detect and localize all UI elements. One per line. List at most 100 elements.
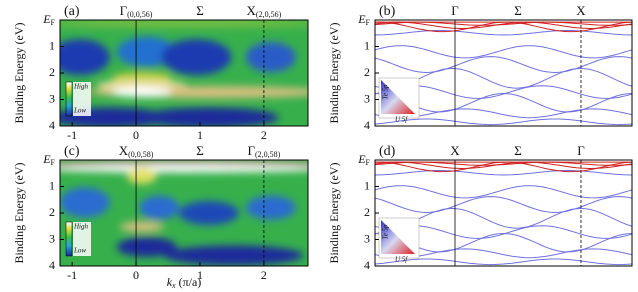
- heatmap-blob: [139, 195, 180, 220]
- colorbar: [65, 81, 73, 117]
- colorbar: [65, 221, 73, 257]
- band-curve-f: [375, 21, 632, 33]
- y-tick-sub: F: [51, 158, 56, 167]
- heatmap-blob: [245, 195, 296, 220]
- x-tick-label: -1: [67, 268, 77, 282]
- band-curve: [375, 45, 632, 59]
- y-axis-label: Binding Energy (eV): [327, 22, 341, 123]
- heatmap-blob: [119, 221, 164, 232]
- x-label-k: k: [167, 275, 173, 289]
- x-label-sub: x: [171, 281, 176, 290]
- y-tick-text: E: [357, 152, 366, 166]
- y-axis-label: Binding Energy (eV): [12, 162, 26, 263]
- symmetry-sub: (2,0,56): [256, 10, 282, 19]
- symmetry-name: Σ: [514, 3, 522, 18]
- band-curve: [375, 185, 632, 199]
- symmetry-label: X(2,0,56): [247, 3, 282, 19]
- y-tick-label: 3: [364, 231, 370, 245]
- y-tick-label: 1: [364, 178, 370, 192]
- symmetry-name: X: [247, 3, 257, 18]
- heatmap-blob: [163, 245, 304, 266]
- panel-tag: (c): [64, 144, 80, 159]
- heatmap-blob: [178, 201, 239, 225]
- y-tick-label: EF: [357, 12, 370, 27]
- band-curve-f: [375, 161, 632, 173]
- y-tick-text: E: [42, 12, 51, 26]
- symmetry-label: Σ: [514, 143, 522, 158]
- heatmap-blob: [116, 236, 177, 257]
- y-tick-label: EF: [42, 152, 55, 167]
- symmetry-name: Γ: [247, 143, 255, 158]
- symmetry-name: Γ: [451, 3, 459, 18]
- symmetry-label: Γ: [451, 3, 459, 18]
- y-tick-sub: F: [366, 18, 371, 27]
- symmetry-name: Σ: [196, 143, 204, 158]
- heatmap-blob: [60, 39, 110, 76]
- symmetry-sub: (0,0,58): [128, 150, 154, 159]
- legend-bg: [73, 222, 91, 256]
- y-axis-label: Binding Energy (eV): [12, 22, 26, 123]
- y-tick-label: 3: [49, 91, 55, 105]
- y-tick-label: 2: [49, 205, 55, 219]
- y-tick-sub: F: [51, 18, 56, 27]
- symmetry-label: X(0,0,58): [119, 143, 154, 159]
- symmetry-sub: (0,0,56): [127, 10, 153, 19]
- y-tick-label: 4: [49, 118, 55, 132]
- heatmap-blob: [60, 187, 110, 218]
- y-tick-label: 2: [364, 205, 370, 219]
- y-tick-text: E: [357, 12, 366, 26]
- legend-triangle: [381, 220, 415, 254]
- legend-bottom: U 5f: [395, 256, 408, 264]
- symmetry-label: Γ(2,0,58): [247, 143, 280, 159]
- heatmap-blob: [60, 20, 308, 28]
- y-tick-label: 2: [49, 65, 55, 79]
- y-tick-label: 4: [364, 118, 370, 132]
- symmetry-label: Σ: [514, 3, 522, 18]
- y-axis-label: Binding Energy (eV): [327, 162, 341, 263]
- symmetry-label: X: [576, 3, 586, 18]
- heatmap: [60, 160, 308, 266]
- y-tick-label: 4: [49, 258, 55, 272]
- symmetry-label: Σ: [196, 143, 204, 158]
- symmetry-label: X: [450, 143, 460, 158]
- panel: Γ(0,0,56) Σ X(2,0,56) (a) EF 1 2 3 4 Binding Ener…: [12, 3, 309, 142]
- band-curve: [375, 30, 632, 36]
- heatmap-blob: [126, 167, 157, 184]
- y-tick-label: 3: [364, 91, 370, 105]
- x-axis-label: kx (π/a): [167, 275, 202, 290]
- symmetry-name: X: [119, 143, 129, 158]
- symmetry-name: X: [576, 3, 586, 18]
- x-tick-label: 2: [261, 268, 267, 282]
- x-tick-label: -1: [67, 128, 77, 142]
- legend-triangle: [381, 80, 415, 114]
- band-curve: [375, 118, 632, 126]
- x-tick-label: 1: [197, 268, 203, 282]
- y-tick-label: 1: [364, 38, 370, 52]
- symmetry-label: Γ: [577, 143, 585, 158]
- legend-high: High: [73, 223, 89, 231]
- legend-low: Low: [73, 247, 86, 255]
- panel-tag: (d): [379, 144, 396, 159]
- band-curve-f: [375, 21, 632, 26]
- legend-high: High: [73, 83, 89, 91]
- band-curve: [375, 56, 632, 74]
- plot-area: [60, 160, 308, 266]
- y-tick-sub: F: [366, 158, 371, 167]
- symmetry-name: Γ: [577, 143, 585, 158]
- panel: X Σ Γ (d) EF 1 2 3 4 Binding Energy (eV) Te 5p U 5f: [327, 143, 633, 272]
- x-tick-label: 1: [197, 128, 203, 142]
- x-label-unit: (π/a): [179, 275, 202, 289]
- y-tick-label: 4: [364, 258, 370, 272]
- heatmap-blob: [60, 164, 308, 173]
- legend-bg: [73, 82, 91, 116]
- band-curve: [375, 170, 632, 176]
- band-curve: [375, 196, 632, 214]
- y-tick-label: EF: [42, 12, 55, 27]
- y-tick-text: E: [42, 152, 51, 166]
- symmetry-sub: (2,0,58): [255, 150, 281, 159]
- symmetry-name: Σ: [196, 3, 204, 18]
- y-tick-label: 3: [49, 231, 55, 245]
- heatmap-blob: [161, 39, 232, 76]
- y-tick-label: 2: [364, 65, 370, 79]
